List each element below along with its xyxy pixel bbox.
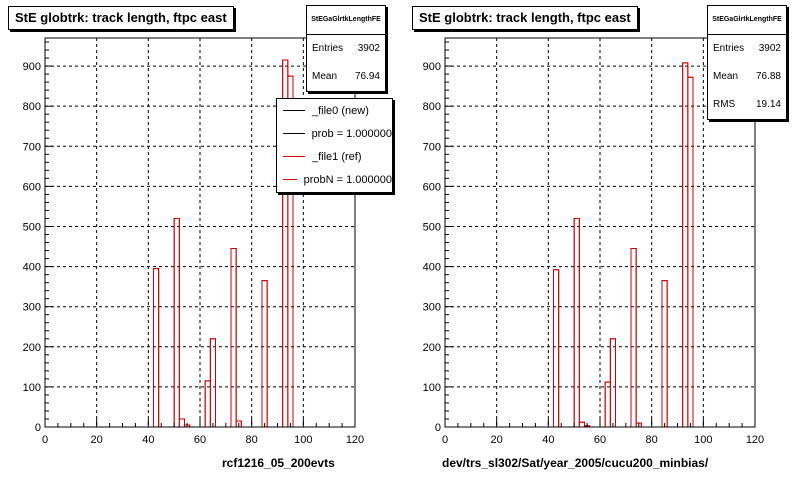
left-stats-name: StEGaGlrtkLengthFE (307, 6, 385, 35)
right-histogram-pad: 0 100 200 300 400 500 600 700 800 900 0 20 40 60 80 100… (400, 0, 800, 480)
right-chart-title: StE globtrk: track length, ftpc east (412, 6, 638, 30)
x-tick-label: 100 (294, 434, 312, 446)
right-histogram: 0 100 200 300 400 500 600 700 800 900 0 20 40 60 80 100… (423, 37, 764, 446)
legend-line-red (283, 179, 297, 180)
right-stats-rms-label: RMS (713, 99, 736, 110)
y-tick-label: 300 (423, 302, 441, 314)
y-tick-label: 700 (23, 141, 41, 153)
y-tick-label: 500 (23, 221, 41, 233)
y-tick-label: 900 (23, 61, 41, 73)
histogram-bar (209, 338, 216, 428)
y-tick-label: 200 (423, 342, 441, 354)
x-tick-label: 80 (646, 434, 658, 446)
plot-area: 0 100 200 300 400 500 600 700 800 900 0 20 40 60 80 100… (423, 37, 764, 446)
left-stats-entries-value: 3902 (357, 43, 380, 54)
histogram-bar (661, 280, 668, 428)
histogram-bar (578, 421, 585, 428)
legend-entry-file1: _file1 (ref) (277, 145, 392, 168)
y-tick-label: 0 (435, 422, 441, 434)
right-stats-mean-value: 76.88 (755, 71, 781, 82)
left-stats-mean-row: Mean 76.94 (307, 63, 385, 91)
y-tick-label: 400 (423, 262, 441, 274)
y-tick-label: 100 (23, 382, 41, 394)
x-tick-label: 40 (542, 434, 554, 446)
left-stats-mean-value: 76.94 (354, 71, 380, 82)
right-stats-rms-value: 19.14 (755, 99, 781, 110)
histogram-bar (173, 217, 180, 428)
legend-line-black (283, 133, 305, 134)
legend-label-file0: _file0 (new) (312, 104, 369, 117)
legend-entry-probn: probN = 1.000000 (277, 168, 392, 191)
left-stats-entries-row: Entries 3902 (307, 35, 385, 63)
x-tick-label: 40 (142, 434, 154, 446)
y-tick-label: 600 (23, 181, 41, 193)
left-stats-mean-label: Mean (312, 71, 338, 82)
histogram-bar (178, 418, 185, 428)
x-tick-label: 60 (594, 434, 606, 446)
legend-entry-prob: prob = 1.000000 (277, 122, 392, 145)
y-tick-label: 800 (423, 101, 441, 113)
right-stats-mean-label: Mean (713, 71, 739, 82)
left-x-axis-title: rcf1216_05_200evts (222, 456, 335, 470)
histogram-bar (573, 217, 580, 428)
legend-line-red (283, 156, 305, 157)
x-tick-label: 80 (246, 434, 258, 446)
histogram-bar (609, 338, 616, 428)
left-histogram-pad: 0 100 200 300 400 500 600 700 800 900 0 20 40 60 80 100… (8, 5, 393, 470)
right-stats-box: StEGaGlrtkLengthFE Entries 3902 Mean 76.… (707, 5, 787, 120)
right-x-axis-title: dev/trs_sl302/Sat/year_2005/cucu200_minb… (442, 456, 709, 470)
left-chart-title: StE globtrk: track length, ftpc east (8, 6, 234, 30)
y-tick-label: 300 (23, 302, 41, 314)
y-tick-label: 200 (23, 342, 41, 354)
legend-label-prob: prob = 1.000000 (311, 127, 392, 140)
y-tick-label: 100 (423, 382, 441, 394)
x-tick-label: 0 (42, 434, 48, 446)
x-tick-label: 120 (346, 434, 364, 446)
x-tick-label: 20 (91, 434, 103, 446)
y-tick-label: 800 (23, 101, 41, 113)
x-tick-label: 20 (491, 434, 503, 446)
histogram-bar (604, 381, 611, 428)
x-tick-label: 0 (442, 434, 448, 446)
histogram-bar (630, 248, 637, 428)
y-tick-label: 600 (423, 181, 441, 193)
y-tick-label: 400 (23, 262, 41, 274)
left-stats-box: StEGaGlrtkLengthFE Entries 3902 Mean 76.… (306, 5, 386, 92)
y-tick-label: 0 (35, 422, 41, 434)
histogram-bar (682, 62, 689, 428)
right-stats-entries-value: 3902 (758, 43, 781, 54)
left-legend: _file0 (new) prob = 1.000000 _file1 (ref… (276, 98, 393, 193)
y-tick-label: 700 (423, 141, 441, 153)
histogram-bar (687, 76, 694, 428)
y-tick-label: 900 (423, 61, 441, 73)
left-stats-entries-label: Entries (312, 43, 344, 54)
histogram-bar (230, 248, 237, 428)
y-tick-label: 500 (423, 221, 441, 233)
right-stats-mean-row: Mean 76.88 (708, 63, 786, 91)
histogram-bar (261, 280, 268, 428)
histogram-bar (204, 380, 211, 428)
legend-label-file1: _file1 (ref) (312, 150, 362, 163)
histogram-bar (553, 269, 560, 428)
legend-label-probn: probN = 1.000000 (303, 173, 392, 186)
legend-entry-file0: _file0 (new) (277, 99, 392, 122)
right-stats-name: StEGaGlrtkLengthFE (708, 6, 786, 35)
right-stats-entries-label: Entries (713, 43, 745, 54)
histogram-bar (153, 268, 160, 428)
x-tick-label: 120 (746, 434, 764, 446)
x-tick-label: 60 (194, 434, 206, 446)
right-stats-rms-row: RMS 19.14 (708, 91, 786, 119)
x-tick-label: 100 (694, 434, 712, 446)
legend-line-black (283, 110, 305, 111)
right-stats-entries-row: Entries 3902 (708, 35, 786, 63)
